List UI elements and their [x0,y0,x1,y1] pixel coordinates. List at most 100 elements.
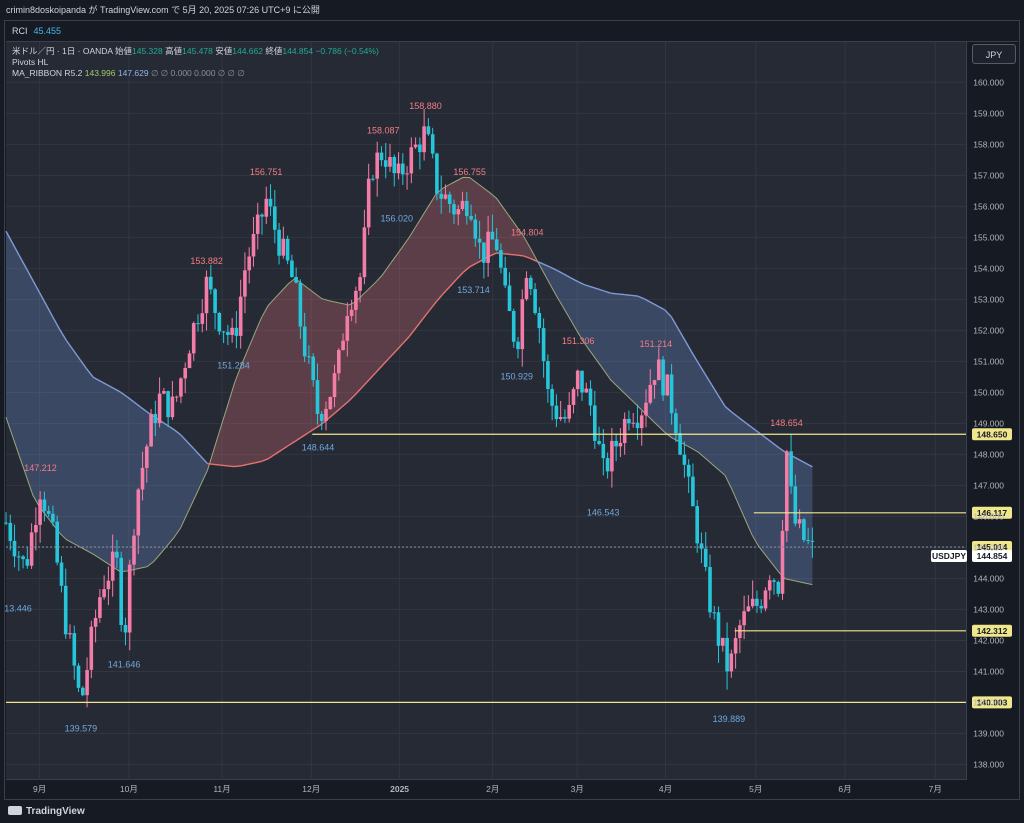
legend-pivots-row[interactable]: Pivots HL [12,57,379,68]
rci-value: 45.455 [33,26,62,36]
ribbon-slow-line [241,463,249,467]
candle-body [695,506,699,544]
time-axis[interactable]: 9月 10月 11月 12月 2025 2月 3月 4月 5月 6月 7月 [33,784,942,794]
candle-body [618,442,623,447]
ribbon-slow-line [630,294,638,297]
publish-header: crimin8doskoipanda が TradingView.com で 5… [0,0,1024,20]
time-tick-label: 2025 [390,784,409,794]
ribbon-slow-line [664,309,672,318]
candle-body [98,597,102,618]
legend-change: −0.786 (−0.54%) [315,46,379,56]
candle-body [191,323,196,354]
ribbon-slow-line [314,423,323,429]
rci-indicator-bar[interactable]: RCI 45.455 [6,22,966,40]
candle-body [575,370,580,390]
legend-low: 144.662 [232,46,263,56]
horizontal-levels[interactable]: 148.650 146.117 145.014 142.312 140.003 USDJP… [6,428,1012,709]
ribbon-slow-line [415,318,424,329]
ribbon-slow-line [200,456,209,465]
ribbon-slow-line [348,394,356,402]
candle-body [657,359,661,381]
ribbon-slow-line [697,362,706,375]
legend-ribbon-row[interactable]: MA_RIBBON R5.2 143.996 147.629 ∅ ∅ 0.000… [12,68,379,79]
legend-pivots: Pivots HL [12,57,49,67]
legend-symbol-row[interactable]: 米ドル／円 · 1日 · OANDA 始値145.328 高値145.478 安… [12,46,379,57]
ribbon-slow-line [214,463,222,466]
candle-body [255,214,260,234]
candle-body [563,417,567,419]
price-tick-label: 146.000 [973,511,1004,521]
candle-body [712,612,717,614]
level-price-tag[interactable] [972,428,1012,441]
candle-body [554,405,559,420]
last-price-tag[interactable] [972,549,1012,562]
candle-body [571,389,576,405]
time-tick-label: 11月 [213,784,230,794]
ribbon-slow-line [79,358,88,370]
price-axis[interactable]: 138.000 139.000 140.000 141.000 142.000 143.0… [973,77,1004,769]
ribbon-slow-line [791,455,800,461]
candle-body [763,590,768,609]
pivot-high-label: 147.212 [24,463,57,473]
ribbon-slow-line [261,458,269,463]
ribbon-slow-line [657,305,665,311]
ribbon-slow-line [778,447,786,453]
ribbon-slow-line [234,465,242,468]
legend-open: 145.328 [131,46,163,56]
chart-legend[interactable]: 米ドル／円 · 1日 · OANDA 始値145.328 高値145.478 安… [12,46,379,79]
ribbon-slow-line [281,445,289,451]
currency-button[interactable]: JPY [972,44,1016,64]
candle-body [610,440,614,472]
candle-body [204,276,209,314]
level-price-tag[interactable] [972,696,1012,709]
ribbon-slow-line [509,253,517,256]
candle-body [482,242,486,263]
candle-body [661,359,665,396]
candle-body [435,153,439,194]
candle-body [345,316,350,341]
price-tick-label: 151.000 [973,356,1004,366]
candle-body [742,611,746,626]
time-tick-label: 4月 [659,784,672,794]
ribbon-slow-line [381,357,390,366]
ribbon-slow-line [711,384,719,396]
candle-body [452,204,456,215]
candles [4,109,815,708]
ribbon-slow-line [516,254,524,257]
ribbon-slow-line [308,427,316,434]
level-price-text: 145.014 [977,542,1008,552]
price-tick-label: 155.000 [973,232,1004,242]
candle-body [674,413,678,434]
ribbon-slow-line [294,436,303,442]
ribbon-slow-line [469,262,477,268]
candle-body [136,489,141,536]
price-chart[interactable]: 148.650 146.117 145.014 142.312 140.003 USDJP… [0,0,1024,800]
symbol-tag[interactable] [931,549,967,562]
level-price-text: 148.650 [977,429,1008,439]
ribbon-fill-bear [6,231,208,572]
ribbon-slow-line [133,401,141,408]
ribbon-slow-line [220,464,228,467]
ribbon-slow-line [361,379,370,388]
ribbon-slow-line [448,279,457,288]
ribbon-slow-line [455,272,464,281]
ribbon-slow-line [139,406,148,413]
candle-body [123,625,128,633]
tradingview-logo-icon [8,806,22,815]
level-price-tag[interactable] [972,624,1012,637]
level-price-tag[interactable] [972,506,1012,519]
candle-body [810,540,815,542]
candle-body [691,476,695,507]
candle-body [648,384,653,403]
ribbon-slow-line [388,350,397,359]
ribbon-slow-line [603,290,612,294]
candle-body [46,511,51,514]
candle-body [298,282,303,327]
candle-body [401,163,405,175]
candle-body [802,519,806,540]
tradingview-logo[interactable]: TradingView [8,806,85,817]
candle-body [593,405,597,441]
candle-body [584,388,589,393]
ribbon-slow-line [32,280,41,294]
time-tick-label: 12月 [302,784,320,794]
